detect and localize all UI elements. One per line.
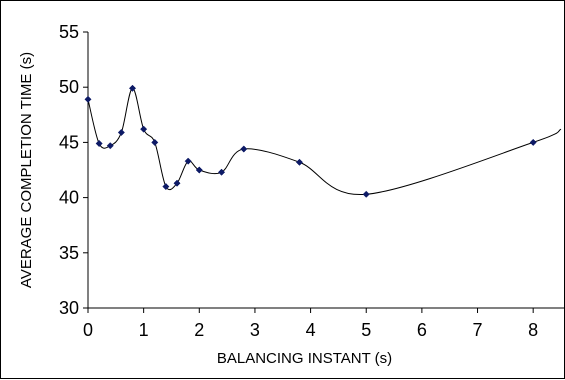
data-point: [106, 142, 114, 150]
data-point: [128, 84, 137, 92]
y-tick-label: 40: [59, 188, 79, 208]
y-tick-label: 35: [59, 243, 79, 263]
x-tick-label: 6: [417, 320, 427, 340]
data-point: [184, 157, 192, 165]
y-axis-label: AVERAGE COMPLETION TIME (s): [18, 52, 35, 288]
x-tick-label: 4: [306, 320, 316, 340]
data-point: [173, 179, 181, 187]
axes: [83, 31, 565, 313]
data-point: [162, 183, 170, 191]
x-tick-label: 5: [361, 320, 371, 340]
data-point: [151, 138, 159, 146]
y-tick-label: 55: [59, 22, 79, 42]
data-point: [195, 166, 203, 174]
y-tick-label: 45: [59, 132, 79, 152]
data-point: [84, 95, 92, 103]
data-point: [362, 190, 370, 198]
data-point: [295, 158, 304, 166]
y-tick-label: 30: [59, 298, 79, 318]
x-tick-label: 8: [528, 320, 538, 340]
data-point: [117, 128, 125, 137]
data-point: [140, 125, 148, 133]
x-tick-label: 2: [194, 320, 204, 340]
data-point: [217, 168, 226, 176]
x-tick-label: 7: [473, 320, 483, 340]
data-markers: [84, 84, 537, 198]
data-point: [529, 138, 537, 146]
series-line: [87, 87, 562, 195]
data-point: [95, 139, 103, 148]
x-tick-label: 0: [83, 320, 93, 340]
x-tick-label: 1: [139, 320, 149, 340]
y-tick-label: 50: [59, 77, 79, 97]
x-axis-label: BALANCING INSTANT (s): [217, 350, 392, 367]
data-point: [240, 145, 248, 153]
x-tick-label: 3: [250, 320, 260, 340]
